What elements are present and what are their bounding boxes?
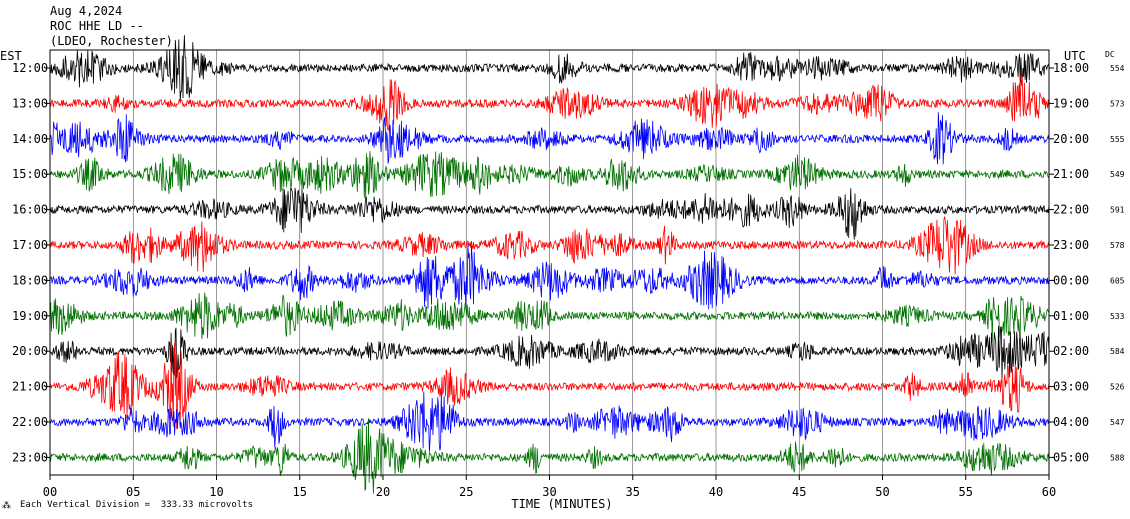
seismic-trace-1900 — [49, 292, 1050, 342]
utc-hour-label: 04:00 — [1053, 415, 1089, 429]
seismic-trace-2000 — [49, 325, 1050, 381]
est-hour-label: 18:00 — [12, 273, 48, 287]
utc-hour-label: 18:00 — [1053, 61, 1089, 75]
plot-date: Aug 4,2024 — [50, 4, 123, 18]
utc-hour-label: 00:00 — [1053, 273, 1089, 287]
network-name: (LDEO, Rochester) — [50, 34, 173, 48]
est-hour-label: 14:00 — [12, 132, 48, 146]
seismic-trace-1600 — [49, 187, 1050, 240]
dc-offset-label: 584 — [1110, 347, 1125, 356]
seismic-trace-1800 — [49, 243, 1050, 310]
scale-note: Each Vertical Division = 333.33 microvol… — [20, 500, 253, 510]
utc-hour-label: 02:00 — [1053, 344, 1089, 358]
x-tick-label: 10 — [209, 485, 223, 499]
seismic-trace-2300 — [49, 418, 1050, 494]
est-hour-label: 20:00 — [12, 344, 48, 358]
utc-hour-label: 05:00 — [1053, 450, 1089, 464]
dc-offset-label: 554 — [1110, 64, 1125, 73]
est-hour-label: 12:00 — [12, 61, 48, 75]
x-axis-title: TIME (MINUTES) — [511, 497, 612, 511]
seismic-trace-2100 — [49, 342, 1050, 430]
dc-offset-label: 526 — [1110, 383, 1125, 392]
dc-offset-label: 588 — [1110, 453, 1125, 462]
x-tick-label: 60 — [1042, 485, 1056, 499]
est-hour-label: 23:00 — [12, 450, 48, 464]
est-hour-label: 22:00 — [12, 415, 48, 429]
est-hour-label: 17:00 — [12, 238, 48, 252]
station-code: ROC HHE LD -- — [50, 19, 144, 33]
est-hour-label: 19:00 — [12, 309, 48, 323]
utc-hour-label: 23:00 — [1053, 238, 1089, 252]
utc-axis-label: UTC — [1064, 49, 1086, 63]
dc-offset-label: 547 — [1110, 418, 1125, 427]
utc-hour-label: 21:00 — [1053, 167, 1089, 181]
est-hour-label: 13:00 — [12, 96, 48, 110]
seismic-trace-1500 — [49, 151, 1050, 198]
dc-offset-label: 533 — [1110, 312, 1125, 321]
utc-hour-label: 01:00 — [1053, 309, 1089, 323]
x-tick-label: 30 — [542, 485, 556, 499]
dc-axis-label: DC — [1105, 50, 1115, 59]
x-tick-label: 20 — [376, 485, 390, 499]
seismic-traces — [49, 35, 1050, 494]
grid-lines — [45, 50, 1054, 480]
utc-hour-label: 03:00 — [1053, 380, 1089, 394]
dc-offset-label: 591 — [1110, 206, 1125, 215]
x-tick-label: 25 — [459, 485, 473, 499]
corner-mark: ⁂ — [2, 501, 11, 511]
x-tick-label: 05 — [126, 485, 140, 499]
seismic-trace-1700 — [49, 216, 1050, 275]
x-tick-label: 45 — [792, 485, 806, 499]
x-tick-label: 55 — [959, 485, 973, 499]
utc-hour-label: 19:00 — [1053, 96, 1089, 110]
plot-frame — [49, 49, 1050, 476]
seismic-trace-1400 — [49, 112, 1050, 165]
seismic-trace-1300 — [49, 73, 1050, 132]
axis-labels: 00 05 10 15 20 25 30 35 40 45 50 55 60 12:00 18:00 554 1… — [12, 61, 1125, 499]
dc-offset-label: 578 — [1110, 241, 1125, 250]
est-hour-label: 21:00 — [12, 380, 48, 394]
seismic-trace-2200 — [49, 391, 1050, 453]
x-tick-label: 00 — [43, 485, 57, 499]
x-tick-label: 40 — [709, 485, 723, 499]
seismic-trace-1200 — [49, 35, 1050, 101]
utc-hour-label: 22:00 — [1053, 203, 1089, 217]
x-tick-label: 35 — [626, 485, 640, 499]
est-hour-label: 15:00 — [12, 167, 48, 181]
dc-offset-label: 555 — [1110, 135, 1125, 144]
utc-hour-label: 20:00 — [1053, 132, 1089, 146]
x-tick-label: 15 — [293, 485, 307, 499]
dc-offset-label: 549 — [1110, 170, 1125, 179]
dc-offset-label: 573 — [1110, 99, 1125, 108]
dc-offset-label: 605 — [1110, 276, 1125, 285]
est-axis-label: EST — [0, 49, 22, 63]
x-tick-label: 50 — [875, 485, 889, 499]
est-hour-label: 16:00 — [12, 203, 48, 217]
